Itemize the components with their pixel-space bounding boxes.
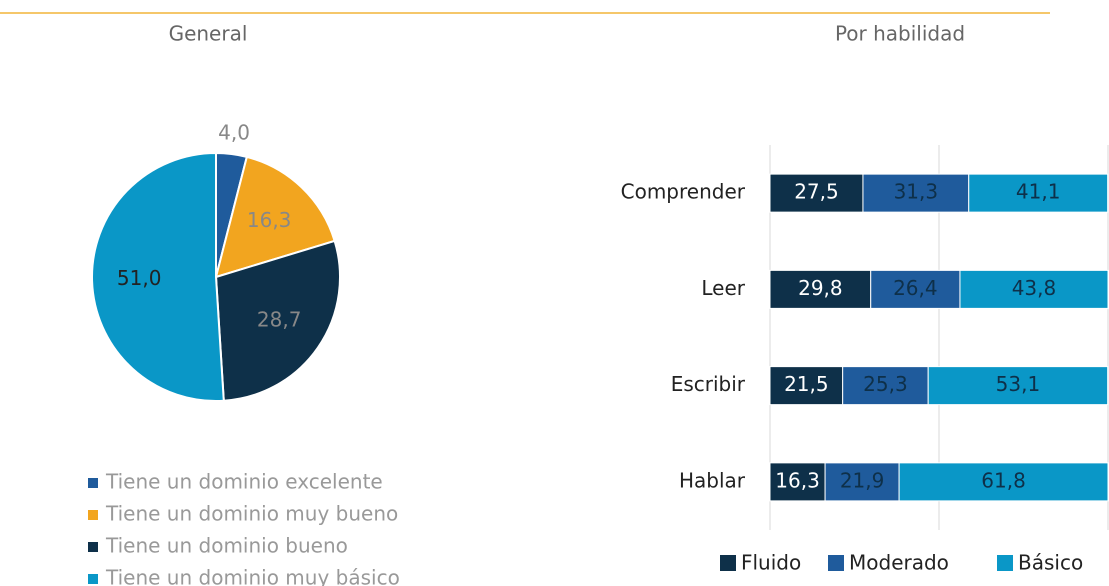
legend-swatch [88,542,98,552]
bar-segment [959,269,1109,309]
bar-label: 27,5 [794,180,839,204]
bar-segment [824,462,900,502]
bar-label: 21,5 [784,372,829,396]
pie-slice [214,239,341,402]
bar-label: 41,1 [1016,180,1061,204]
legend-swatch [720,555,736,571]
pie-slice [214,155,336,279]
legend-label: Tiene un dominio excelente [105,470,383,494]
category-label: Comprender [621,180,746,204]
legend-label: Tiene un dominio muy básico [105,566,400,586]
bar-segment [968,173,1109,213]
bar-segment [870,269,961,309]
legend-swatch [828,555,844,571]
bar-segment [769,366,844,406]
bar-segment [927,366,1109,406]
category-label: Leer [701,276,745,300]
bar-label: 61,8 [981,468,1026,492]
legend-label: Tiene un dominio bueno [105,534,348,558]
legend-swatch [88,574,98,584]
bar-label: 21,9 [840,468,885,492]
legend-label: Tiene un dominio muy bueno [105,502,398,526]
bar-label: 29,8 [798,276,843,300]
legend-label: Básico [1018,551,1083,575]
slice-label: 28,7 [257,307,302,331]
slice-label: 51,0 [117,266,162,290]
bar-segment [769,269,872,309]
slice-label: 4,0 [218,121,250,145]
legend-label: Fluido [741,551,801,575]
pie-slice [90,151,225,402]
bar-label: 26,4 [893,276,938,300]
bar-label: 31,3 [894,180,939,204]
bar-label: 25,3 [863,372,908,396]
category-label: Hablar [679,468,746,492]
legend-swatch [997,555,1013,571]
bar-label: 43,8 [1012,276,1057,300]
bar-segment [898,462,1109,502]
bar-title: Por habilidad [835,22,965,46]
bar-label: 53,1 [996,372,1041,396]
legend-swatch [88,478,98,488]
slice-label: 16,3 [247,208,292,232]
legend-swatch [88,510,98,520]
legend-label: Moderado [849,551,949,575]
category-label: Escribir [671,372,746,396]
bar-segment [769,173,864,213]
bar-label: 16,3 [775,468,820,492]
pie-title: General [169,22,248,46]
